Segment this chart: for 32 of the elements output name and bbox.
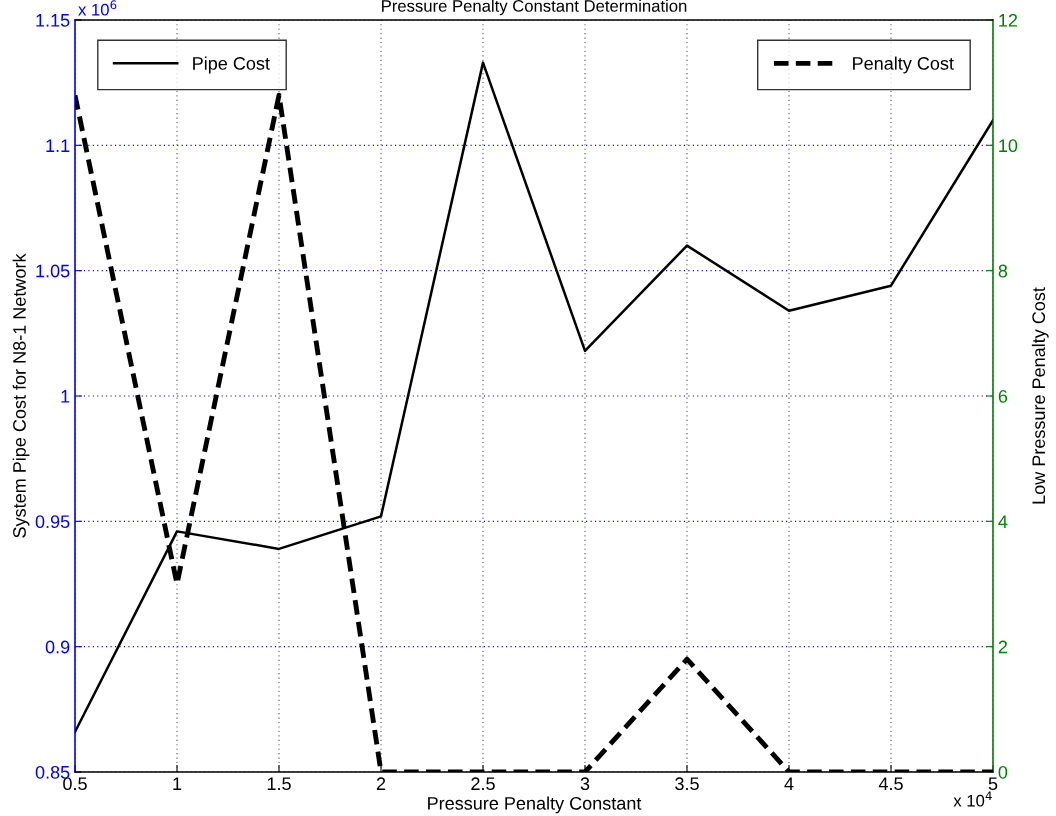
y2-tick-label: 8 xyxy=(998,264,1008,278)
x-tick-label: 4 xyxy=(784,777,794,790)
x-tick-label: 3 xyxy=(580,777,590,791)
y-tick-label: 1 xyxy=(61,390,70,403)
y2-tick-label: 0 xyxy=(998,765,1008,779)
y-tick-label: 1.05 xyxy=(36,264,70,278)
y2-tick-label: 12 xyxy=(999,13,1018,27)
y-tick-label: 0.9 xyxy=(45,640,70,654)
legend-label: Penalty Cost xyxy=(853,56,954,74)
x-tick-label: 1 xyxy=(173,777,182,790)
y-axis-title: System Pipe Cost for N8-1 Network xyxy=(12,253,30,538)
y2-tick-label: 6 xyxy=(998,389,1008,403)
legend-label: Pipe Cost xyxy=(193,56,270,74)
x-tick-label: 0.5 xyxy=(63,777,87,791)
x-tick-label: 1.5 xyxy=(267,777,291,791)
y-tick-label: 0.85 xyxy=(35,765,70,779)
text: x 10$^{6}$ xyxy=(78,0,117,16)
y-tick-label: 0.95 xyxy=(35,515,70,529)
y2-axis-title: Low Pressure Penalty Cost xyxy=(1031,287,1049,504)
x-tick-label: 5 xyxy=(988,777,998,791)
x-axis-title: Pressure Penalty Constant xyxy=(428,796,642,814)
y-tick-label: 1.1 xyxy=(46,139,70,152)
x-tick-label: 3.5 xyxy=(675,777,699,791)
y2-tick-label: 2 xyxy=(998,640,1007,654)
y2-tick-label: 4 xyxy=(998,515,1008,528)
y2-tick-label: 10 xyxy=(999,139,1018,153)
text: x 10$^{4}$ xyxy=(953,791,992,807)
x-tick-label: 2 xyxy=(376,777,386,790)
x-tick-label: 4.5 xyxy=(878,777,903,791)
chart-title: Pressure Penalty Constant Determination xyxy=(382,0,687,16)
x-tick-label: 2.5 xyxy=(471,777,495,791)
y-tick-label: 1.15 xyxy=(36,14,70,27)
